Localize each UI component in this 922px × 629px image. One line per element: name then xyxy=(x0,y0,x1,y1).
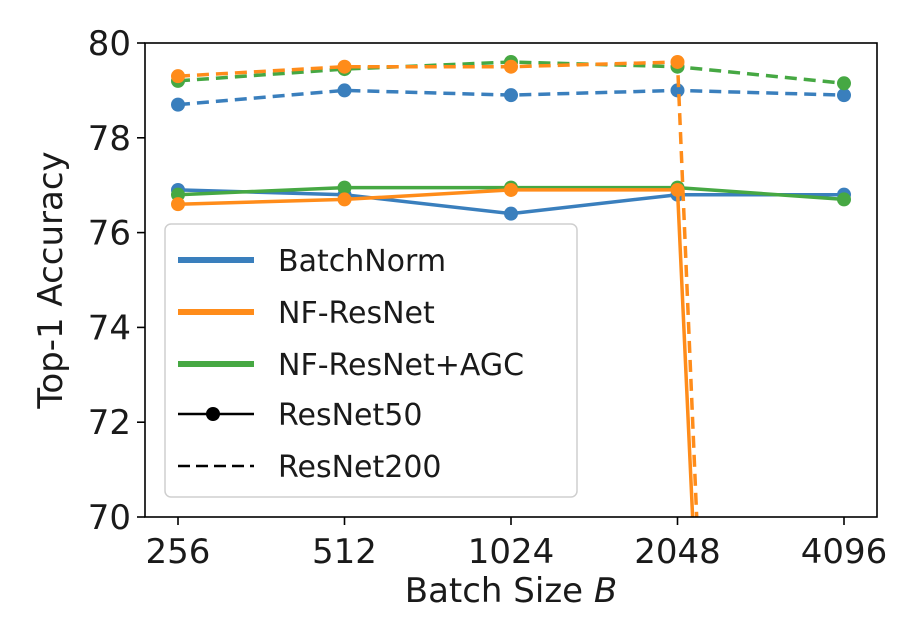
legend-label-resnet50: ResNet50 xyxy=(278,398,422,433)
point-batchnorm-resnet200-1024 xyxy=(504,88,518,103)
point-batchnorm-resnet200-2048 xyxy=(670,83,685,98)
point-nf-resnet-resnet200-2048 xyxy=(670,54,685,69)
x-tick-label-256: 256 xyxy=(146,532,211,572)
x-axis-label-text: Batch Size xyxy=(405,571,583,611)
point-nf-resnet-resnet50-1024 xyxy=(504,182,518,197)
point-nf-resnet-resnet50-512 xyxy=(337,192,352,207)
x-tick-label-4096: 4096 xyxy=(801,532,888,572)
point-nf-resnet-resnet50-256 xyxy=(171,197,185,212)
x-tick-label-2048: 2048 xyxy=(634,532,721,572)
point-batchnorm-resnet200-4096 xyxy=(837,88,851,103)
point-batchnorm-resnet50-1024 xyxy=(504,206,518,221)
legend-label-nf-resnet: NF-ResNet xyxy=(278,296,435,331)
point-nf-resnet-agc-resnet50-4096 xyxy=(837,192,851,207)
legend-marker-resnet50 xyxy=(206,407,220,421)
y-tick-label-78: 78 xyxy=(88,119,131,159)
legend-label-resnet200: ResNet200 xyxy=(278,450,442,485)
point-nf-resnet-resnet200-512 xyxy=(337,59,352,74)
series-nf-resnet-resnet50 xyxy=(171,182,695,517)
series-layer xyxy=(171,54,851,517)
x-tick-label-512: 512 xyxy=(312,532,377,572)
legend-box xyxy=(164,223,578,498)
point-nf-resnet-resnet200-256 xyxy=(171,69,185,84)
x-axis-label: Batch Size B xyxy=(405,571,617,611)
axis-layer: 256 512 1024 2048 4096 70 72 74 76 78 80 xyxy=(88,24,888,572)
x-axis-label-variable: B xyxy=(594,571,617,611)
series-batchnorm-resnet200 xyxy=(171,83,851,112)
x-tick-label-1024: 1024 xyxy=(468,532,555,572)
y-tick-label-80: 80 xyxy=(88,24,131,64)
series-nf-resnet-resnet200 xyxy=(171,54,699,517)
y-tick-label-70: 70 xyxy=(88,498,131,538)
point-nf-resnet-resnet50-2048 xyxy=(670,182,685,197)
point-nf-resnet-agc-resnet50-512 xyxy=(337,180,352,195)
y-tick-label-72: 72 xyxy=(88,403,131,443)
point-nf-resnet-resnet200-1024 xyxy=(504,59,518,74)
legend-label-nf-resnet-agc: NF-ResNet+AGC xyxy=(278,348,524,383)
legend: BatchNorm NF-ResNet NF-ResNet+AGC ResNet… xyxy=(164,223,578,498)
legend-label-batchnorm: BatchNorm xyxy=(278,244,446,279)
y-tick-label-76: 76 xyxy=(88,214,131,254)
point-nf-resnet-agc-resnet200-4096 xyxy=(837,76,851,91)
point-batchnorm-resnet200-256 xyxy=(171,97,185,112)
y-tick-label-74: 74 xyxy=(88,308,131,348)
point-batchnorm-resnet200-512 xyxy=(337,83,352,98)
y-axis-label: Top-1 Accuracy xyxy=(31,151,71,409)
